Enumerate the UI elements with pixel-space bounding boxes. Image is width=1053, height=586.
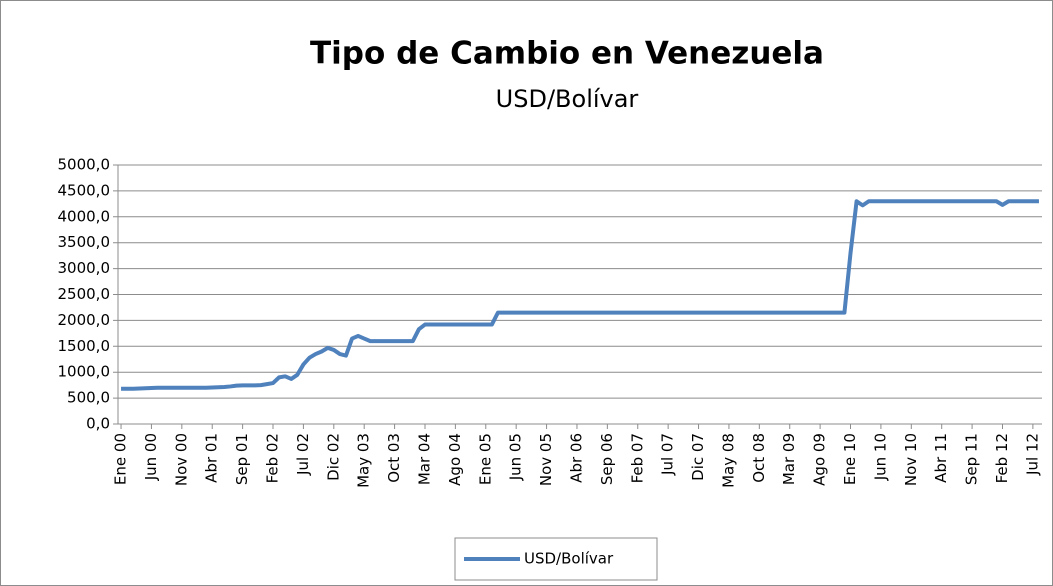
x-tick-label: Abr 11 [932,433,950,483]
x-tick-label: Dic 07 [689,433,707,481]
chart-title: Tipo de Cambio en Venezuela [310,36,824,72]
data-line [121,199,1039,391]
x-tick-label: Ago 09 [811,433,829,486]
x-tick-label: Jun 10 [871,433,889,481]
x-tick-label: Sep 01 [233,433,251,485]
x-tick-label: May 08 [719,433,737,488]
x-tick-label: Nov 05 [537,433,555,486]
x-tick-label: Ene 10 [841,433,859,485]
x-tick-label: Jul 02 [294,433,312,476]
x-tick-label: Jun 05 [507,433,525,481]
x-tick-label: Ene 05 [476,433,494,485]
x-tick-label: Jul 12 [1023,433,1041,476]
y-tick-label: 1000,0 [58,363,111,381]
y-tick-label: 4000,0 [58,207,111,225]
y-tick-label: 4500,0 [58,181,111,199]
y-tick-label: 0,0 [86,415,110,433]
y-tick-label: 1500,0 [58,337,111,355]
x-tick-label: Oct 03 [385,433,403,483]
y-tick-label: 3000,0 [58,259,111,277]
chart-subtitle: USD/Bolívar [496,85,639,113]
x-tick-label: Abr 06 [567,433,585,483]
y-tick-label: 2000,0 [58,311,111,329]
x-tick-label: Mar 09 [780,433,798,485]
x-tick-label: Jul 07 [659,433,677,476]
y-tick-label: 2500,0 [58,285,111,303]
x-tick-label: Oct 08 [750,433,768,483]
x-tick-label: Sep 11 [963,433,981,485]
x-tick-label: Ene 00 [112,433,130,485]
y-tick-label: 5000,0 [58,156,111,174]
x-tick-label: May 03 [355,433,373,488]
x-tick-label: Sep 06 [598,433,616,485]
y-tick-label: 3500,0 [58,233,111,251]
x-tick-label: Nov 00 [172,433,190,486]
x-tick-label: Nov 10 [902,433,920,486]
x-tick-label: Mar 04 [415,433,433,485]
x-tick-label: Jun 00 [142,433,160,481]
y-tick-label: 500,0 [67,389,110,407]
x-tick-label: Feb 12 [993,433,1011,483]
legend-label: USD/Bolívar [524,550,614,568]
x-tick-label: Feb 07 [628,433,646,483]
x-tick-label: Feb 02 [264,433,282,483]
x-tick-label: Abr 01 [203,433,221,483]
x-tick-label: Dic 02 [324,433,342,481]
x-tick-label: Ago 04 [446,433,464,486]
